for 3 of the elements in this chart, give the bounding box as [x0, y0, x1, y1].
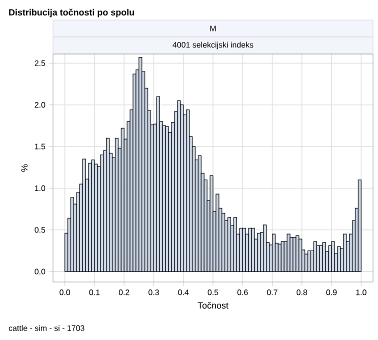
y-axis-title: % — [21, 164, 28, 172]
x-axis-title: Točnost — [198, 302, 228, 309]
chart-title: Distribucija točnosti po spolu — [9, 8, 134, 18]
